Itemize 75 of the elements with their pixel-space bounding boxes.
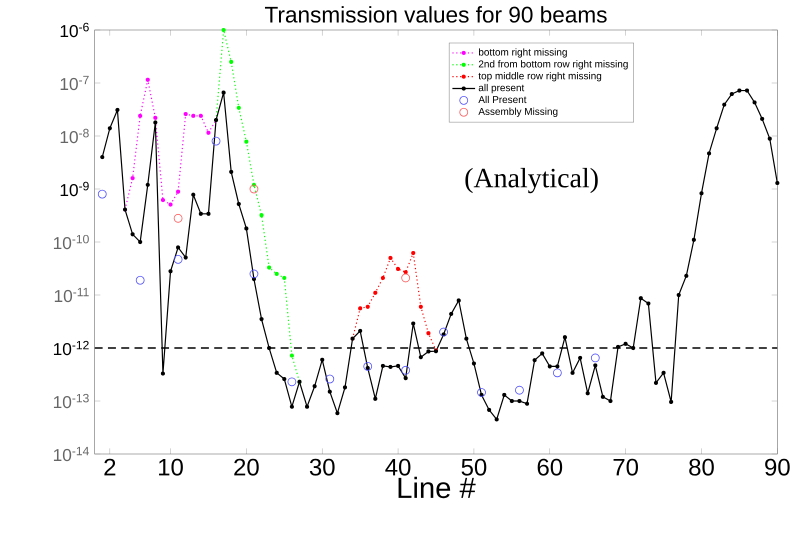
point <box>373 290 378 295</box>
x-tick-label: 30 <box>310 458 335 476</box>
point <box>282 276 286 280</box>
point <box>174 255 182 264</box>
point <box>250 270 258 278</box>
point <box>160 198 165 202</box>
point <box>250 184 258 194</box>
point <box>259 213 264 218</box>
point <box>477 388 486 397</box>
legend-label: Assembly Missing <box>478 108 558 117</box>
point <box>366 304 370 309</box>
x-tick-label: 20 <box>234 458 259 476</box>
point <box>290 354 294 358</box>
y-tick-label: 10$^{-6}$ <box>60 22 89 38</box>
point <box>380 276 385 280</box>
x-tick-label: 2 <box>104 458 116 476</box>
point <box>146 78 150 82</box>
point <box>138 114 142 118</box>
point <box>411 250 416 256</box>
point <box>136 276 145 285</box>
point <box>418 304 423 309</box>
point <box>198 114 203 118</box>
y-tick-label: 10$^{-9}$ <box>60 182 89 196</box>
point <box>174 214 182 223</box>
point <box>184 112 188 116</box>
x-tick-label: 10 <box>159 458 183 476</box>
point <box>244 140 248 144</box>
y-tick-label: 10$^{-12}$ <box>54 340 89 356</box>
point <box>229 60 234 64</box>
legend-label: 2nd from bottom row right missing <box>478 60 628 70</box>
point <box>130 176 135 180</box>
point <box>401 366 410 375</box>
point <box>168 202 173 207</box>
x-tick-label: 50 <box>462 458 486 476</box>
chart-title: Transmission values for 90 beams <box>264 6 607 23</box>
point <box>191 114 196 118</box>
point <box>176 190 180 194</box>
x-tick-label: 60 <box>538 458 562 476</box>
x-tick-label: 70 <box>614 458 638 476</box>
y-tick-label: 10$^{-11}$ <box>54 288 89 302</box>
legend-label: bottom right missing <box>478 48 567 58</box>
y-tick-label: 10$^{-13}$ <box>54 394 89 408</box>
point <box>212 136 220 146</box>
point <box>426 331 430 336</box>
x-tick-label: 40 <box>385 458 410 476</box>
point <box>222 28 226 32</box>
point <box>287 377 296 386</box>
y-tick-label: 10$^{-7}$ <box>60 76 89 90</box>
point <box>401 274 410 282</box>
point <box>515 386 524 395</box>
x-tick-label: 90 <box>765 458 790 476</box>
point <box>98 190 107 199</box>
x-axis-title: Line # <box>398 476 476 498</box>
legend-label: all present <box>478 84 524 94</box>
point <box>388 256 393 260</box>
point <box>404 270 408 274</box>
y-tick-label: 10$^{-8}$ <box>60 128 89 144</box>
legend-label: All Present <box>478 96 526 104</box>
y-tick-label: 10$^{-14}$ <box>54 446 89 462</box>
point <box>358 306 362 310</box>
point <box>236 106 241 110</box>
x-tick-label: 80 <box>689 458 714 476</box>
annotation: (Analytical) <box>465 168 598 194</box>
legend-label: top middle row right missing <box>478 72 602 82</box>
point <box>439 328 448 336</box>
y-tick-label: 10$^{-10}$ <box>54 234 89 250</box>
point <box>274 272 279 276</box>
point <box>552 368 562 378</box>
point <box>363 362 372 371</box>
point <box>325 374 334 384</box>
point <box>267 265 272 270</box>
point <box>153 116 158 120</box>
point <box>206 130 211 135</box>
point <box>396 266 400 272</box>
point <box>590 354 600 362</box>
